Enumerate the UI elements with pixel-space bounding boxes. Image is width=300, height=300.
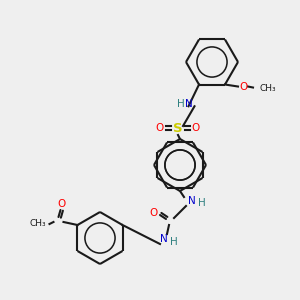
- Text: N: N: [188, 196, 196, 206]
- Text: O: O: [239, 82, 247, 92]
- Text: CH₃: CH₃: [29, 220, 46, 229]
- Text: O: O: [150, 208, 158, 218]
- Text: S: S: [173, 122, 183, 134]
- Text: H: H: [198, 198, 206, 208]
- Text: O: O: [192, 123, 200, 133]
- Text: N: N: [184, 99, 192, 109]
- Text: O: O: [57, 199, 66, 209]
- Text: H: H: [170, 237, 178, 247]
- Text: H: H: [177, 99, 184, 109]
- Text: N: N: [160, 234, 168, 244]
- Text: CH₃: CH₃: [259, 84, 276, 93]
- Text: O: O: [156, 123, 164, 133]
